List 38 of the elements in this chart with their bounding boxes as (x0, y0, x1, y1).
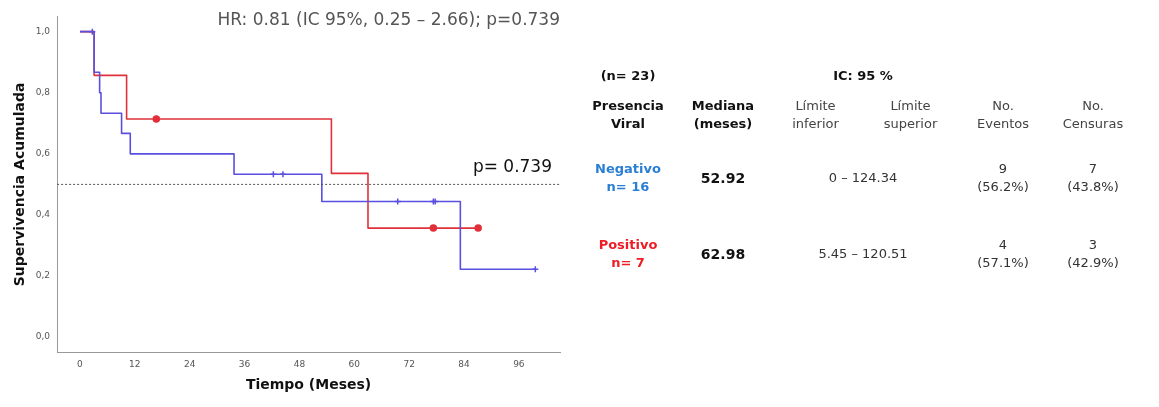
chart-title: HR: 0.81 (IC 95%, 0.25 – 2.66); p=0.739 (217, 8, 560, 29)
x-tick-label: 36 (238, 359, 251, 370)
text: (n= 23) (599, 67, 657, 85)
y-tick-label: 0,0 (35, 331, 51, 342)
text: 62.98 (700, 246, 746, 262)
x-tick-label: 84 (458, 359, 470, 370)
y-axis-title: Supervivencia Acumulada (11, 82, 28, 287)
x-tick-label: 48 (293, 359, 306, 370)
x-tick-label: 0 (77, 359, 84, 370)
y-tick-label: 0,8 (35, 87, 51, 98)
y-tick-label: 0,4 (35, 209, 51, 220)
x-tick-label: 24 (183, 359, 196, 370)
category-label: Presencia Viral (591, 97, 665, 133)
point (474, 224, 482, 232)
y-tick-label: 1,0 (35, 26, 51, 37)
category-label: Límite inferior (791, 97, 840, 133)
y-tick-label: 0,2 (35, 270, 51, 281)
category-label: No. Eventos (976, 97, 1030, 133)
x-tick-label: 60 (348, 359, 361, 370)
category-label: No. Censuras (1061, 97, 1125, 133)
category-label: Límite superior (882, 97, 939, 133)
annotation: p= 0.739 (472, 156, 552, 177)
category-label: Negativo n= 16 (595, 161, 661, 194)
x-tick-label: 96 (513, 359, 525, 370)
category-label: Positivo n= 7 (598, 237, 658, 270)
text: 4 (57.1%) (977, 237, 1029, 270)
x-tick-label: 12 (129, 359, 141, 370)
y-tick-label: 0,6 (35, 148, 51, 159)
x-tick-label: 72 (403, 359, 415, 370)
text: 3 (42.9%) (1067, 237, 1119, 270)
x-axis-title: Tiempo (Meses) (245, 376, 372, 393)
category-label: Mediana (meses) (690, 97, 756, 133)
text: 7 (43.8%) (1067, 161, 1119, 194)
text: 5.45 – 120.51 (818, 246, 908, 261)
text: IC: 95 % (832, 67, 894, 85)
text: 52.92 (700, 170, 746, 186)
text: 9 (56.2%) (977, 161, 1029, 194)
text: 0 – 124.34 (828, 170, 898, 185)
